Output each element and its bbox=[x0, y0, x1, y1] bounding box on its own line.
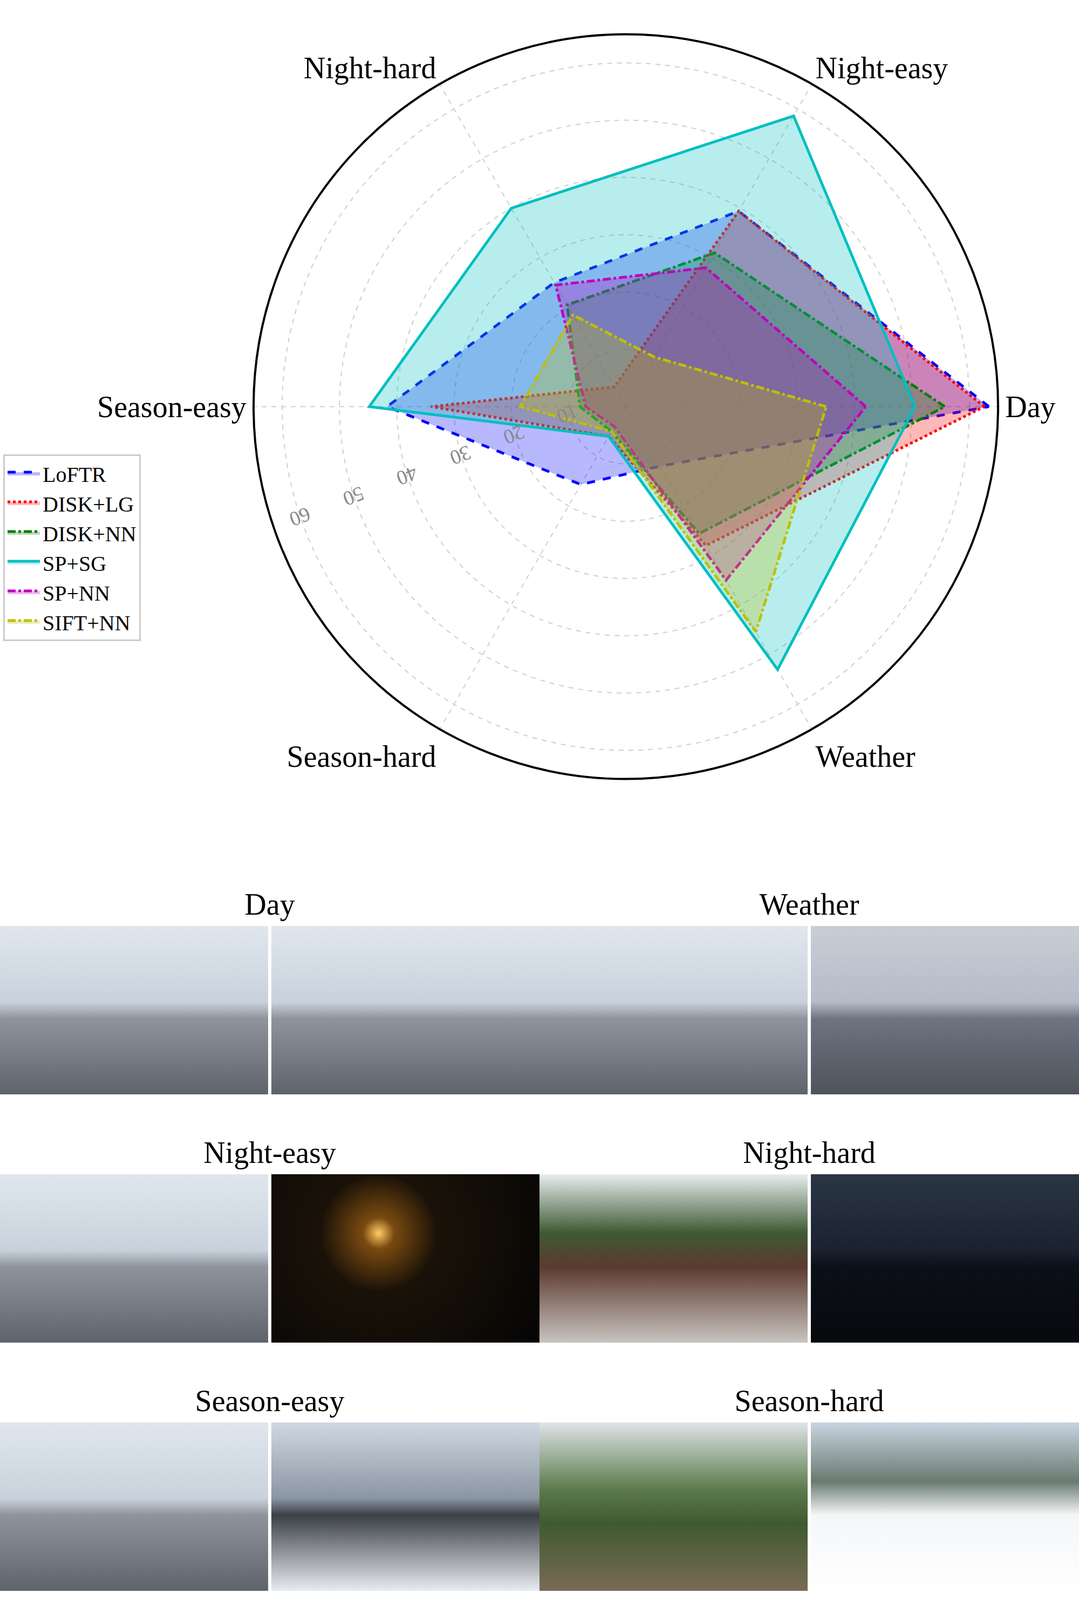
html-text:Season-easy: Season-easy bbox=[195, 1383, 345, 1418]
svg-text:Night-easy: Night-easy bbox=[815, 51, 949, 85]
svg-text:30: 30 bbox=[446, 440, 475, 470]
svg-text:40: 40 bbox=[393, 461, 421, 490]
html-text:Night-hard: Night-hard bbox=[742, 1135, 876, 1170]
svg-text:60: 60 bbox=[286, 502, 314, 532]
svg-text:Day: Day bbox=[1005, 390, 1056, 424]
svg-text:DISK+NN: DISK+NN bbox=[42, 521, 137, 546]
svg-text:50: 50 bbox=[339, 482, 368, 511]
svg-text:SIFT+NN: SIFT+NN bbox=[42, 610, 131, 635]
svg-text:Weather: Weather bbox=[815, 739, 916, 774]
html-text:Season-hard: Season-hard bbox=[734, 1383, 884, 1418]
svg-text:Season-hard: Season-hard bbox=[287, 739, 437, 774]
html-text:Night-easy: Night-easy bbox=[203, 1135, 337, 1170]
svg-text:Season-easy: Season-easy bbox=[97, 390, 247, 424]
svg-text:10: 10 bbox=[553, 399, 582, 429]
svg-text:DISK+LG: DISK+LG bbox=[42, 492, 134, 517]
html-text:Weather: Weather bbox=[759, 887, 860, 921]
svg-text:SP+NN: SP+NN bbox=[42, 581, 111, 606]
svg-text:Night-hard: Night-hard bbox=[303, 51, 437, 85]
svg-text:LoFTR: LoFTR bbox=[42, 462, 107, 487]
svg-text:20: 20 bbox=[500, 420, 528, 449]
html-text:Day: Day bbox=[244, 887, 295, 921]
svg-text:SP+SG: SP+SG bbox=[42, 551, 107, 576]
